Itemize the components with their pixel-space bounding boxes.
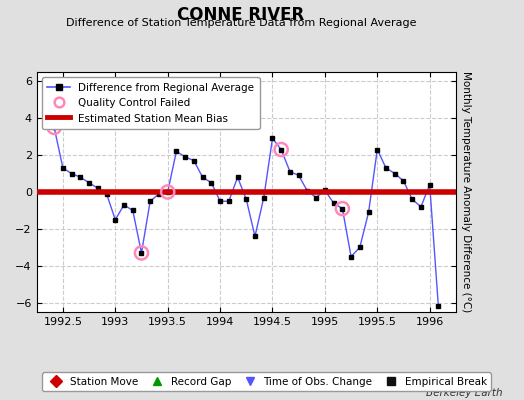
Point [277, 146, 286, 153]
Point [163, 189, 172, 195]
Y-axis label: Monthly Temperature Anomaly Difference (°C): Monthly Temperature Anomaly Difference (… [462, 71, 472, 313]
Legend: Difference from Regional Average, Quality Control Failed, Estimated Station Mean: Difference from Regional Average, Qualit… [42, 77, 259, 129]
Text: Difference of Station Temperature Data from Regional Average: Difference of Station Temperature Data f… [66, 18, 416, 28]
Point [50, 124, 58, 130]
Text: CONNE RIVER: CONNE RIVER [178, 6, 304, 24]
Point [137, 250, 146, 256]
Text: Berkeley Earth: Berkeley Earth [427, 388, 503, 398]
Legend: Station Move, Record Gap, Time of Obs. Change, Empirical Break: Station Move, Record Gap, Time of Obs. C… [42, 372, 491, 391]
Point [338, 206, 346, 212]
